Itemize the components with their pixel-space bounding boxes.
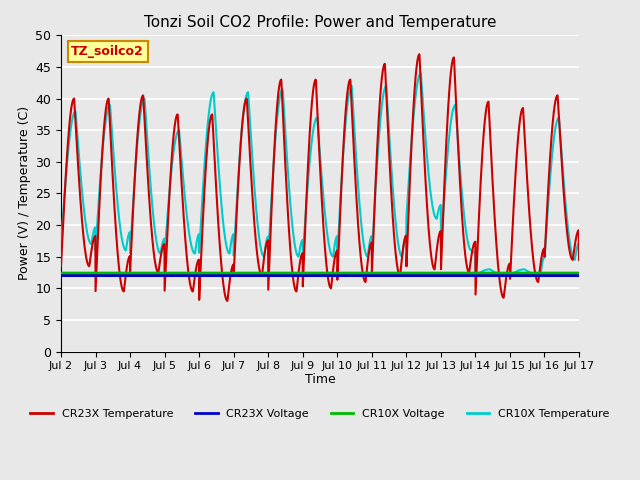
Y-axis label: Power (V) / Temperature (C): Power (V) / Temperature (C)	[18, 107, 31, 280]
CR23X Voltage	[278, 273, 286, 278]
CR10X Temperature	[147, 185, 155, 191]
CR23X Voltage	[57, 273, 65, 278]
CR10X Temperature	[417, 71, 424, 76]
CR10X Temperature	[565, 235, 573, 240]
CR23X Temperature	[575, 257, 583, 263]
CR23X Voltage	[509, 273, 517, 278]
CR10X Voltage	[565, 271, 573, 276]
CR10X Voltage	[256, 271, 264, 276]
CR23X Temperature	[509, 210, 517, 216]
CR23X Voltage	[116, 273, 124, 278]
CR23X Temperature	[256, 268, 264, 274]
Legend: CR23X Temperature, CR23X Voltage, CR10X Voltage, CR10X Temperature: CR23X Temperature, CR23X Voltage, CR10X …	[26, 405, 614, 423]
CR10X Temperature	[278, 86, 286, 92]
CR10X Voltage	[278, 271, 286, 276]
Text: TZ_soilco2: TZ_soilco2	[72, 45, 144, 58]
Line: CR23X Temperature: CR23X Temperature	[61, 54, 579, 301]
CR23X Voltage	[575, 273, 583, 278]
CR10X Temperature	[575, 257, 583, 263]
CR10X Temperature	[509, 271, 517, 276]
CR10X Temperature	[536, 273, 544, 278]
CR23X Voltage	[147, 273, 155, 278]
CR23X Voltage	[565, 273, 573, 278]
CR10X Voltage	[509, 271, 517, 276]
Title: Tonzi Soil CO2 Profile: Power and Temperature: Tonzi Soil CO2 Profile: Power and Temper…	[144, 15, 496, 30]
CR10X Temperature	[256, 238, 264, 244]
CR23X Temperature	[278, 97, 286, 103]
X-axis label: Time: Time	[305, 372, 335, 385]
CR10X Voltage	[575, 271, 583, 276]
CR23X Voltage	[256, 273, 264, 278]
CR23X Temperature	[147, 218, 155, 224]
CR23X Temperature	[415, 51, 423, 57]
CR10X Voltage	[116, 271, 124, 276]
CR10X Voltage	[147, 271, 155, 276]
CR23X Temperature	[223, 298, 231, 304]
CR10X Temperature	[57, 241, 65, 247]
Line: CR10X Temperature: CR10X Temperature	[61, 73, 579, 276]
CR23X Temperature	[116, 274, 124, 280]
CR10X Voltage	[57, 271, 65, 276]
CR10X Temperature	[116, 224, 124, 229]
CR23X Temperature	[57, 263, 65, 269]
CR23X Temperature	[565, 245, 573, 251]
